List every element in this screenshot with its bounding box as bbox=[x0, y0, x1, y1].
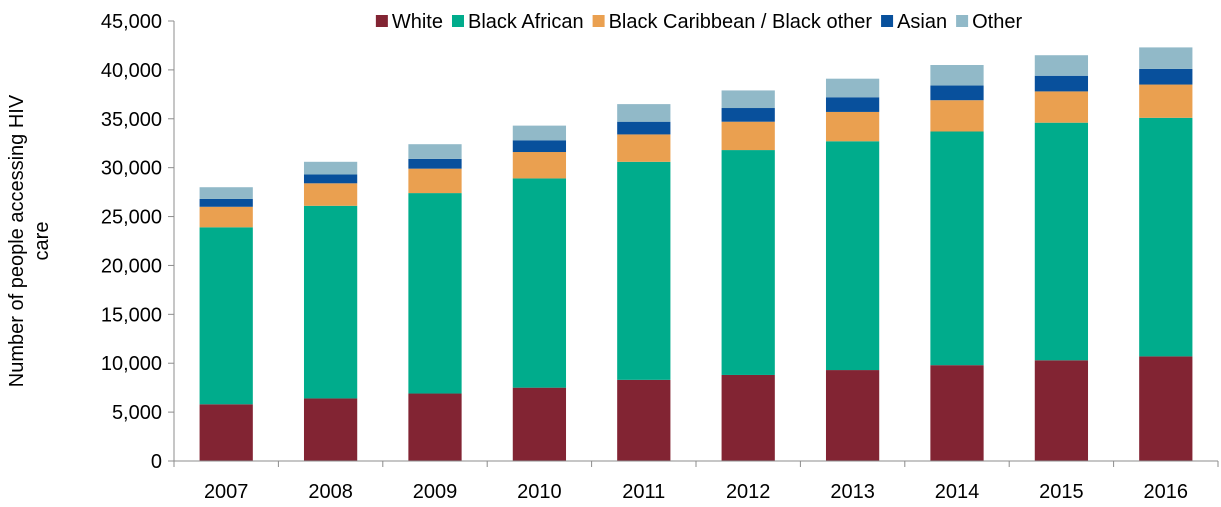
bar-segment-black-african-2008 bbox=[303, 205, 358, 399]
y-tick-label: 25,000 bbox=[101, 207, 162, 229]
bar-segment-black-african-2010 bbox=[512, 178, 567, 388]
y-tick-label: 10,000 bbox=[101, 353, 162, 375]
bar-segment-white-2012 bbox=[721, 374, 775, 461]
bar-segment-other-2010 bbox=[512, 125, 567, 141]
legend-swatch-other bbox=[956, 15, 969, 27]
y-axis-title-line-2: care bbox=[31, 222, 53, 261]
bar-segment-other-2013 bbox=[825, 78, 880, 98]
y-tick-label: 15,000 bbox=[101, 304, 162, 326]
bar-segment-other-2007 bbox=[199, 187, 253, 199]
bar-segment-black-caribbean-black-other-2011 bbox=[617, 134, 671, 162]
bar-segment-asian-2016 bbox=[1139, 68, 1193, 85]
y-tick-label: 5,000 bbox=[112, 402, 162, 424]
y-tick-label: 30,000 bbox=[101, 158, 162, 180]
bar-segment-black-african-2013 bbox=[825, 141, 880, 371]
legend-swatch-white bbox=[375, 15, 388, 27]
legend-label: Asian bbox=[897, 11, 947, 33]
bar-segment-black-caribbean-black-other-2007 bbox=[199, 206, 253, 228]
x-tick-label: 2012 bbox=[726, 481, 771, 503]
bar-segment-white-2009 bbox=[408, 393, 462, 461]
x-tick-label: 2015 bbox=[1039, 481, 1084, 503]
x-tick-label: 2013 bbox=[830, 481, 875, 503]
bar-segment-asian-2013 bbox=[825, 97, 880, 112]
bar-segment-other-2011 bbox=[617, 104, 671, 122]
bar-segment-asian-2007 bbox=[199, 198, 253, 207]
bar-segment-white-2007 bbox=[199, 404, 253, 461]
bar-segment-white-2008 bbox=[303, 398, 358, 461]
bar-segment-black-caribbean-black-other-2009 bbox=[408, 168, 462, 194]
bar-segment-black-african-2009 bbox=[408, 193, 462, 394]
x-tick-label: 2009 bbox=[413, 481, 458, 503]
bar-segment-other-2012 bbox=[721, 90, 775, 109]
bar-segment-black-caribbean-black-other-2014 bbox=[930, 100, 984, 132]
bar-segment-black-african-2015 bbox=[1034, 122, 1089, 361]
legend-label: White bbox=[392, 11, 443, 33]
y-tick-label: 35,000 bbox=[101, 109, 162, 131]
legend-label: Black African bbox=[468, 11, 584, 33]
bar-segment-white-2011 bbox=[617, 379, 671, 461]
legend-label: Other bbox=[972, 11, 1022, 33]
bar-segment-black-caribbean-black-other-2012 bbox=[721, 121, 775, 151]
bar-segment-asian-2009 bbox=[408, 158, 462, 169]
bar-segment-other-2016 bbox=[1139, 47, 1193, 69]
bar-segment-white-2016 bbox=[1139, 356, 1193, 461]
bar-segment-black-caribbean-black-other-2010 bbox=[512, 152, 567, 179]
bar-segment-black-caribbean-black-other-2016 bbox=[1139, 84, 1193, 118]
y-tick-label: 40,000 bbox=[101, 60, 162, 82]
x-tick-label: 2008 bbox=[308, 481, 353, 503]
legend-swatch-black-african bbox=[451, 15, 464, 27]
x-tick-label: 2007 bbox=[204, 481, 249, 503]
legend: White Black African Black Caribbean / Blac… bbox=[375, 11, 1022, 33]
bar-segment-asian-2011 bbox=[617, 121, 671, 135]
x-axis-ticks: 2007 2008 2009 2010 2011 2012 2013 2014 2015 2016 bbox=[173, 461, 1219, 503]
axes bbox=[173, 21, 1218, 462]
bar-segment-black-african-2007 bbox=[199, 227, 253, 405]
bar-segment-black-african-2016 bbox=[1139, 117, 1193, 357]
bar-segment-black-african-2012 bbox=[721, 150, 775, 375]
bar-segment-white-2013 bbox=[825, 370, 880, 461]
bars bbox=[199, 47, 1193, 461]
bar-segment-black-caribbean-black-other-2013 bbox=[825, 111, 880, 142]
bar-segment-white-2014 bbox=[930, 365, 984, 461]
y-tick-label: 0 bbox=[151, 451, 162, 473]
bar-segment-asian-2008 bbox=[303, 174, 358, 184]
bar-segment-asian-2014 bbox=[930, 85, 984, 101]
bar-segment-white-2010 bbox=[512, 387, 567, 461]
bar-segment-other-2008 bbox=[303, 161, 358, 175]
legend-swatch-black-caribbean-black-other bbox=[592, 15, 605, 27]
legend-label: Black Caribbean / Black other bbox=[609, 11, 873, 33]
x-tick-label: 2016 bbox=[1144, 481, 1189, 503]
y-tick-label: 20,000 bbox=[101, 255, 162, 277]
bar-segment-white-2015 bbox=[1034, 360, 1089, 461]
y-axis-title: Number of people accessing HIV care bbox=[6, 94, 53, 387]
bar-segment-other-2014 bbox=[930, 65, 984, 86]
bar-segment-black-caribbean-black-other-2008 bbox=[303, 183, 358, 206]
y-axis-title-line-1: Number of people accessing HIV bbox=[6, 94, 28, 387]
legend-swatch-asian bbox=[881, 15, 894, 27]
bar-segment-asian-2015 bbox=[1034, 75, 1089, 92]
bar-segment-asian-2012 bbox=[721, 108, 775, 122]
x-tick-label: 2010 bbox=[517, 481, 562, 503]
bar-segment-other-2015 bbox=[1034, 55, 1089, 76]
bar-segment-black-african-2014 bbox=[930, 131, 984, 366]
bar-segment-black-african-2011 bbox=[617, 161, 671, 380]
y-axis-ticks: 0 5,000 10,000 15,000 20,000 25,000 30,000 35,0… bbox=[101, 11, 174, 473]
bar-segment-asian-2010 bbox=[512, 140, 567, 153]
x-tick-label: 2014 bbox=[935, 481, 980, 503]
y-tick-label: 45,000 bbox=[101, 11, 162, 33]
bar-segment-black-caribbean-black-other-2015 bbox=[1034, 91, 1089, 123]
x-tick-label: 2011 bbox=[622, 481, 665, 503]
bar-segment-other-2009 bbox=[408, 144, 462, 159]
